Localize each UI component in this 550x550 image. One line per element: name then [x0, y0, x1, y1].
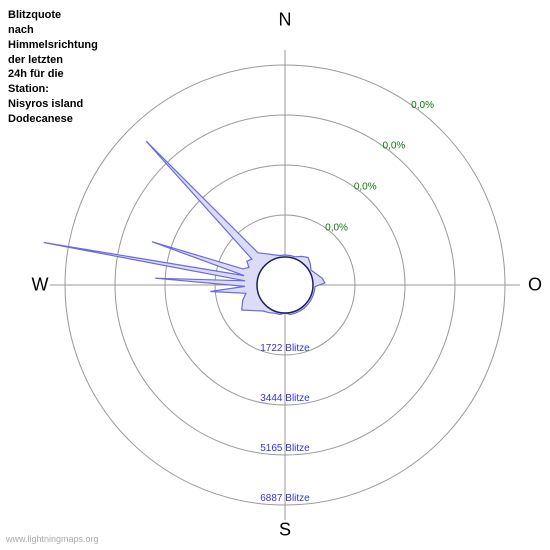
ring-label-count: 1722 Blitze: [260, 343, 310, 354]
ring-label-count: 5165 Blitze: [260, 443, 310, 454]
ring-label-percent: 0,0%: [354, 182, 377, 193]
attribution: www.lightningmaps.org: [6, 534, 99, 544]
cardinal-east: O: [528, 275, 542, 296]
cardinal-north: N: [279, 10, 292, 31]
ring-label-percent: 0,0%: [411, 100, 434, 111]
cardinal-south: S: [279, 520, 291, 541]
ring-label-percent: 0,0%: [383, 141, 406, 152]
polar-chart: 0,0% 0,0% 0,0% 0,0% 1722 Blitze 3444 Blitze 51…: [0, 0, 550, 550]
ring-label-count: 6887 Blitze: [260, 493, 310, 504]
ring-label-count: 3444 Blitze: [260, 393, 310, 404]
ring-label-percent: 0,0%: [325, 223, 348, 234]
cardinal-west: W: [32, 275, 49, 296]
